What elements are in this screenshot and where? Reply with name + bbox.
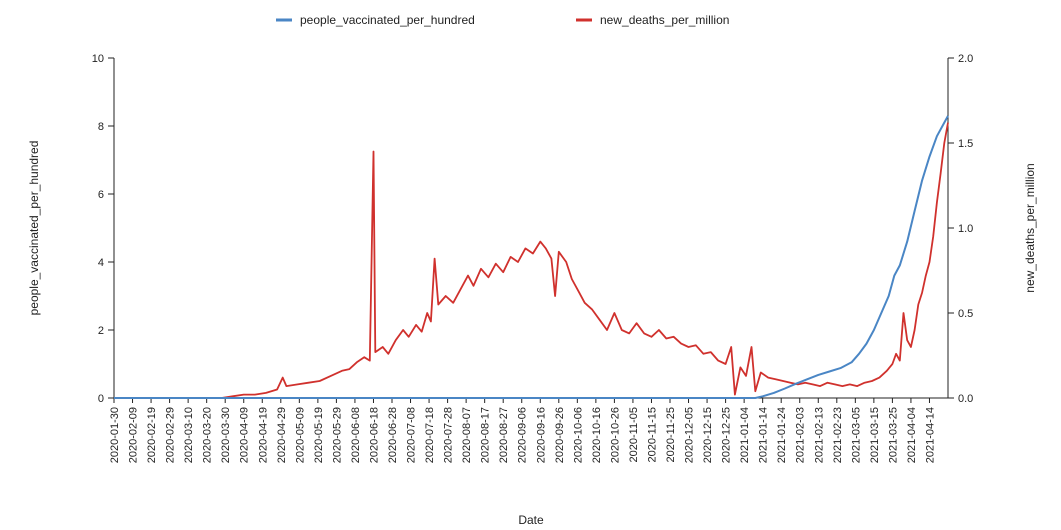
x-tick-label: 2020-08-27 [498,407,510,463]
x-axis-title: Date [518,513,544,527]
x-tick-label: 2020-04-19 [257,407,269,463]
x-tick-label: 2020-02-29 [165,407,177,463]
x-tick-label: 2020-08-07 [461,407,473,463]
x-tick-label: 2021-03-25 [887,407,899,463]
x-tick-label: 2020-09-16 [535,407,547,463]
series-line-new-deaths-per-million [114,122,949,399]
x-tick-label: 2021-03-15 [869,407,881,463]
x-tick-label: 2020-02-09 [128,407,140,463]
x-tick-label: 2020-01-30 [109,407,121,463]
x-tick-label: 2020-09-06 [517,407,529,463]
right-y-tick-label: 2.0 [958,53,973,65]
left-y-tick-label: 0 [98,393,104,405]
x-tick-label: 2021-01-04 [739,407,751,463]
x-tick-label: 2020-07-08 [406,407,418,463]
left-y-ticks: 0 2 4 6 8 10 [92,53,114,405]
x-tick-label: 2021-03-05 [850,407,862,463]
x-tick-label: 2020-10-26 [609,407,621,463]
right-y-tick-label: 0.0 [958,393,973,405]
x-tick-label: 2021-02-03 [795,407,807,463]
right-y-ticks: 0.0 0.5 1.0 1.5 2.0 [948,53,973,405]
x-tick-label: 2020-03-20 [202,407,214,463]
legend-label-vaccinated: people_vaccinated_per_hundred [300,13,475,27]
x-tick-label: 2020-10-16 [591,407,603,463]
left-y-tick-label: 6 [98,189,104,201]
x-tick-label: 2020-06-28 [387,407,399,463]
x-tick-label: 2020-11-05 [628,407,640,462]
legend-label-deaths: new_deaths_per_million [600,13,729,27]
x-tick-label: 2020-12-15 [702,407,714,463]
right-y-tick-label: 1.5 [958,138,973,150]
x-tick-label: 2020-12-25 [721,407,733,463]
left-y-tick-label: 8 [98,121,104,133]
right-y-tick-label: 0.5 [958,308,973,320]
left-y-axis-title: people_vaccinated_per_hundred [27,141,41,316]
x-tick-label: 2020-04-29 [276,407,288,463]
x-tick-label: 2020-07-18 [424,407,436,463]
x-tick-label: 2020-12-05 [684,407,696,463]
x-tick-label: 2020-03-10 [183,407,195,463]
right-y-tick-label: 1.0 [958,223,973,235]
x-tick-label: 2020-09-26 [554,407,566,463]
left-y-tick-label: 10 [92,53,104,65]
x-tick-label: 2020-08-17 [480,407,492,463]
x-tick-label: 2020-04-09 [239,407,251,463]
x-tick-label: 2020-11-15 [646,407,658,462]
x-tick-label: 2020-05-19 [313,407,325,463]
x-ticks: 2020-01-30 2020-02-09 2020-02-19 2020-02-29… [109,398,936,463]
x-tick-label: 2020-11-25 [665,407,677,462]
x-tick-label: 2021-01-24 [776,407,788,463]
x-tick-label: 2020-10-06 [572,407,584,463]
x-tick-label: 2020-02-19 [146,407,158,463]
x-tick-label: 2020-06-08 [350,407,362,463]
series-line-people-vaccinated-per-hundred [114,115,949,399]
x-tick-label: 2021-02-23 [832,407,844,463]
left-y-tick-label: 2 [98,325,104,337]
x-tick-label: 2020-05-09 [294,407,306,463]
left-y-tick-label: 4 [98,257,104,269]
legend: people_vaccinated_per_hundred new_deaths… [276,13,729,27]
x-tick-label: 2021-01-14 [758,407,770,463]
x-tick-label: 2020-07-28 [443,407,455,463]
x-tick-label: 2021-04-04 [906,407,918,463]
x-tick-label: 2020-05-29 [331,407,343,463]
right-y-axis-title: new_deaths_per_million [1023,163,1037,292]
x-tick-label: 2021-02-13 [813,407,825,463]
x-tick-label: 2020-03-30 [220,407,232,463]
x-tick-label: 2020-06-18 [368,407,380,463]
x-tick-label: 2021-04-14 [924,407,936,463]
